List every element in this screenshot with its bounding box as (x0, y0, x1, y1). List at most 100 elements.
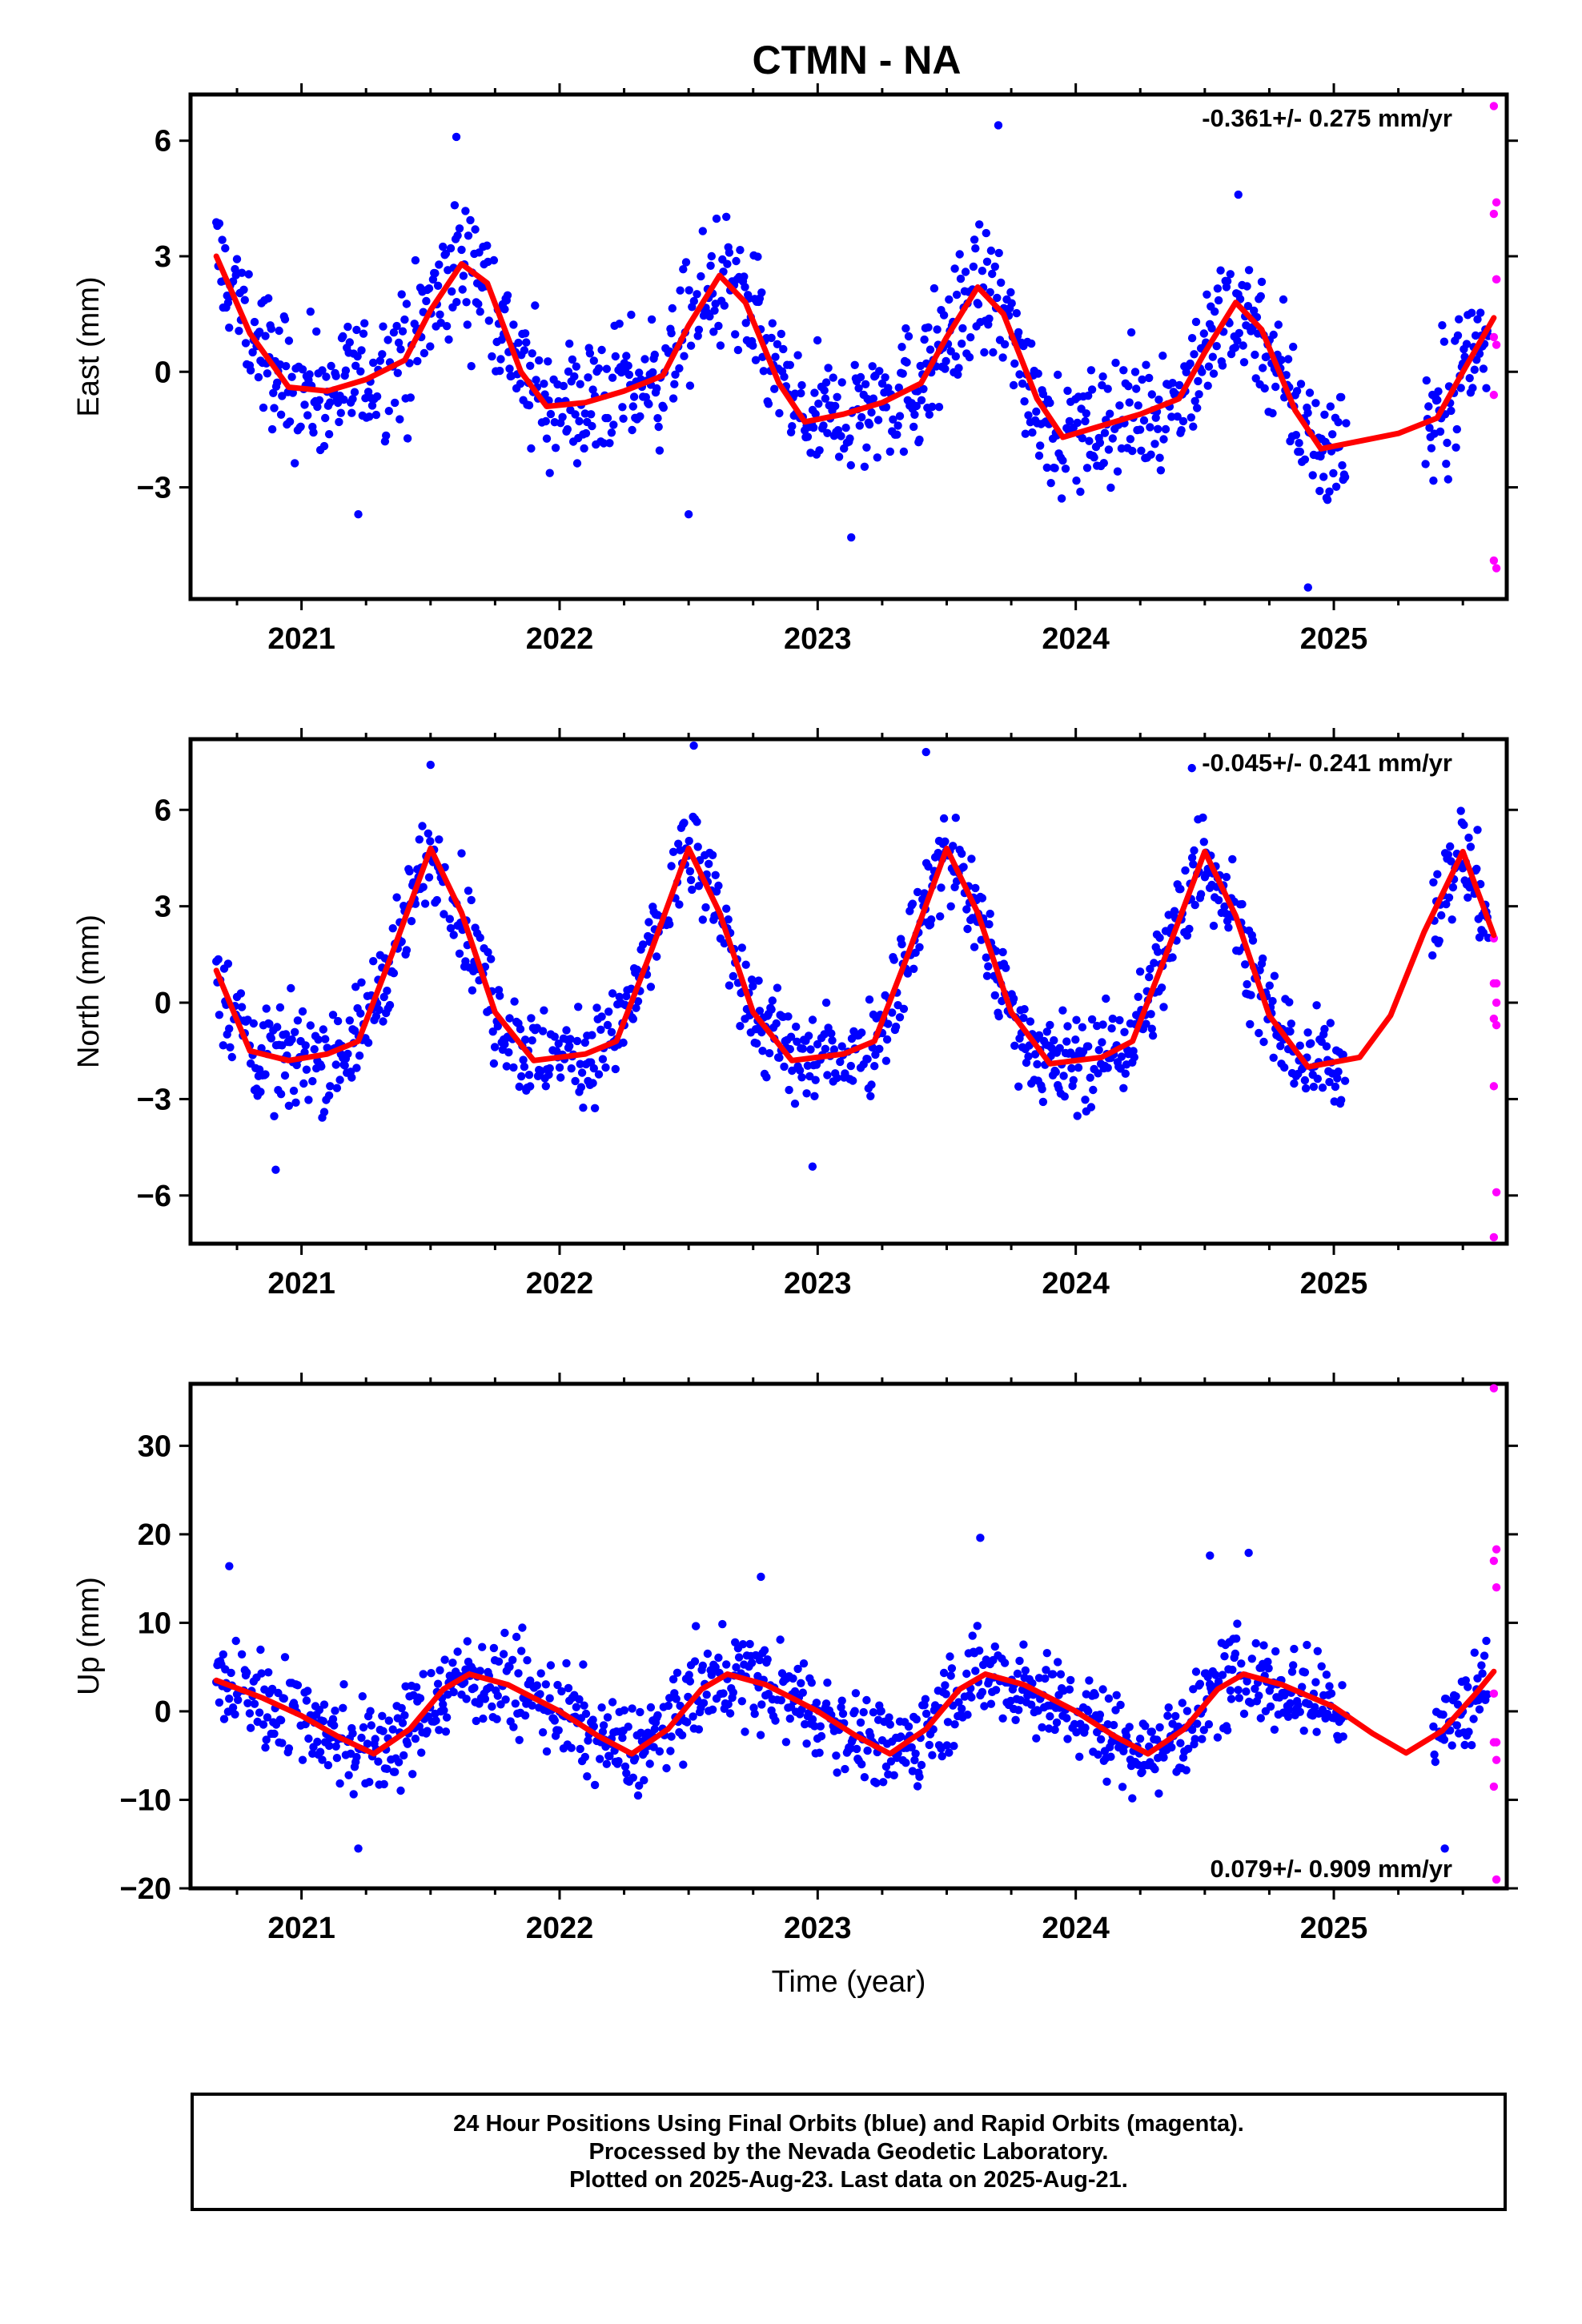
final-point (588, 1079, 597, 1088)
final-point (231, 1710, 239, 1719)
final-point (1439, 1710, 1447, 1719)
final-point (868, 362, 877, 371)
final-point (413, 356, 422, 366)
final-point (1287, 1019, 1296, 1028)
final-point (400, 1751, 408, 1760)
final-point (520, 1062, 529, 1072)
final-point (667, 328, 676, 338)
final-point (1184, 1744, 1193, 1753)
final-point (237, 268, 247, 277)
final-point (1006, 287, 1015, 297)
final-point (1290, 1079, 1299, 1088)
final-point (1189, 422, 1198, 431)
final-point (1218, 361, 1227, 370)
final-point (1126, 435, 1135, 444)
final-point (1300, 1076, 1310, 1085)
final-point (1182, 1766, 1191, 1775)
final-point (662, 1763, 671, 1773)
final-point (885, 1720, 895, 1729)
final-point (1430, 1750, 1439, 1759)
final-point (356, 367, 365, 376)
final-point (873, 416, 883, 424)
final-point (1318, 1084, 1327, 1092)
final-point (808, 1015, 817, 1024)
final-point (1056, 1670, 1066, 1679)
final-point (354, 1844, 363, 1853)
final-point (1041, 1674, 1050, 1683)
final-point (608, 1698, 617, 1707)
x-tick-label: 2022 (526, 622, 594, 656)
final-point (1289, 1661, 1298, 1670)
final-point (476, 1667, 484, 1675)
final-point (1019, 1014, 1028, 1023)
rapid-point (1489, 209, 1499, 219)
final-point (986, 246, 996, 255)
final-point (308, 1076, 317, 1086)
final-point (371, 1735, 379, 1743)
final-point (1124, 382, 1133, 391)
final-point (1233, 336, 1242, 345)
final-point (1452, 443, 1460, 452)
final-point (959, 862, 968, 871)
final-point (902, 358, 911, 367)
final-point (714, 881, 723, 891)
footer-line-2: Processed by the Nevada Geodetic Laborat… (588, 2139, 1109, 2165)
final-point (1270, 1725, 1279, 1734)
rapid-point (1492, 1020, 1501, 1030)
final-point (1435, 427, 1445, 436)
final-point (256, 1088, 265, 1096)
final-point (1094, 1046, 1103, 1055)
final-point (810, 388, 819, 397)
final-point (655, 1747, 665, 1756)
final-point (1098, 1020, 1107, 1029)
final-point (884, 384, 893, 392)
final-point (1020, 1005, 1029, 1014)
final-point (375, 356, 384, 365)
final-point (562, 1026, 571, 1035)
final-point (291, 1098, 300, 1108)
rapid-point (1492, 1188, 1501, 1196)
final-point (846, 1061, 856, 1071)
final-point (259, 1720, 268, 1729)
final-point (968, 1631, 977, 1640)
final-point (1231, 343, 1240, 352)
y-tick-label: 6 (155, 794, 171, 827)
final-point (1007, 299, 1016, 308)
final-point (653, 1711, 662, 1720)
final-point (975, 1647, 984, 1655)
final-point (1339, 1050, 1347, 1059)
final-point (1063, 1735, 1072, 1743)
final-point (303, 1687, 312, 1695)
final-point (405, 866, 414, 876)
final-point (865, 995, 874, 1004)
final-point (793, 1037, 801, 1047)
final-point (894, 383, 904, 392)
final-point (577, 1068, 587, 1077)
final-point (509, 1063, 518, 1072)
final-point (446, 243, 456, 253)
final-point (1154, 947, 1162, 956)
final-point (215, 1698, 224, 1707)
final-point (1034, 369, 1042, 378)
final-point (1214, 296, 1223, 305)
final-point (650, 350, 659, 360)
final-point (528, 1701, 536, 1710)
final-point (1090, 1691, 1100, 1699)
final-point (324, 430, 334, 439)
final-point (391, 1767, 400, 1776)
final-point (267, 324, 275, 333)
final-point (1433, 396, 1442, 404)
final-point (860, 462, 869, 471)
final-point (1234, 190, 1243, 199)
final-point (734, 1653, 744, 1662)
final-point (319, 1700, 329, 1709)
final-point (1106, 483, 1115, 493)
rapid-point (1489, 979, 1499, 988)
final-point (665, 919, 674, 929)
final-point (814, 399, 823, 408)
final-point (542, 434, 552, 443)
final-point (1421, 460, 1430, 468)
final-point (1235, 328, 1244, 338)
final-point (1337, 1096, 1346, 1104)
final-point (889, 415, 897, 424)
